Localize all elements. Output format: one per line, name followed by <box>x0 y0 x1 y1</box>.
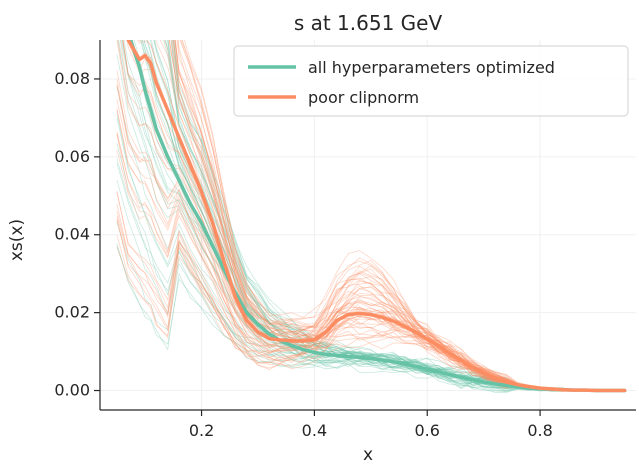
replica-curve-2-28 <box>116 99 625 391</box>
legend: all hyperparameters optimized poor clipn… <box>233 45 629 117</box>
y-tick-label-1: 0.02 <box>54 303 90 322</box>
series-lines <box>126 40 627 393</box>
x-tick-label-0: 0.2 <box>189 421 214 440</box>
legend-box <box>233 45 629 117</box>
x-tick-label-3: 0.8 <box>527 421 552 440</box>
legend-label-series-1: all hyperparameters optimized <box>308 58 555 77</box>
axes <box>94 40 636 416</box>
y-tick-label-3: 0.06 <box>54 147 90 166</box>
legend-label-series-2: poor clipnorm <box>308 88 419 107</box>
y-tick-label-2: 0.04 <box>54 225 90 244</box>
replica-curve-2-3 <box>116 109 625 391</box>
x-tick-label-2: 0.6 <box>415 421 440 440</box>
chart-title: s at 1.651 GeV <box>294 11 443 35</box>
x-tick-label-1: 0.4 <box>302 421 327 440</box>
x-axis-label: x <box>363 445 373 465</box>
tick-labels: 0.2 0.4 0.6 0.8 0.00 0.02 0.04 0.06 0.08 <box>54 69 552 440</box>
y-tick-label-4: 0.08 <box>54 69 90 88</box>
y-axis-label: xs(x) <box>7 219 27 261</box>
replica-curve-2-10 <box>116 108 625 391</box>
series-line-2 <box>126 40 627 393</box>
y-tick-label-0: 0.00 <box>54 381 90 400</box>
